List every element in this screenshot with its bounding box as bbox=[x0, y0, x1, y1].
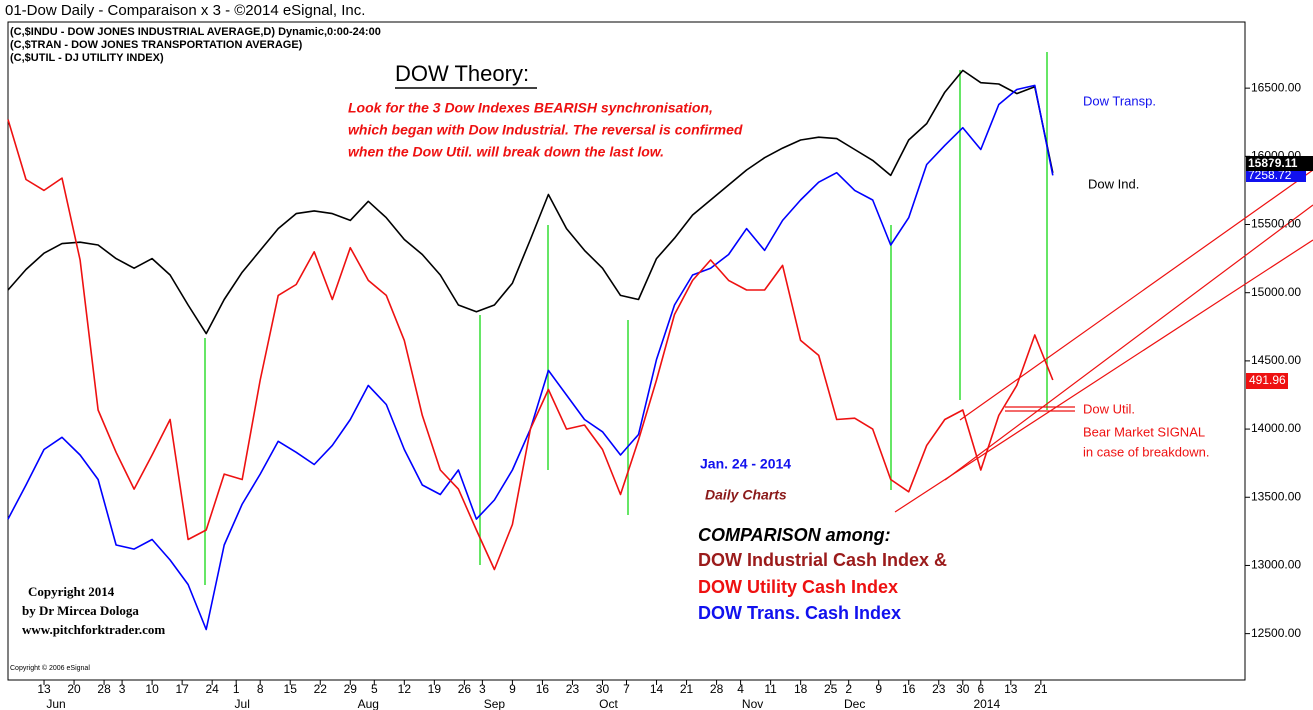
x-tick-label: 3 bbox=[479, 682, 486, 696]
note: DOW Industrial Cash Index & bbox=[698, 550, 947, 570]
y-tick-label: 14500.00 bbox=[1251, 353, 1301, 367]
price-label: 7258.72 bbox=[1248, 168, 1292, 182]
month-label: Nov bbox=[742, 697, 763, 710]
x-tick-label: 28 bbox=[710, 682, 724, 696]
x-tick-label: 10 bbox=[145, 682, 159, 696]
copyright: Copyright 2014 bbox=[28, 584, 115, 599]
y-tick-label: 15500.00 bbox=[1251, 217, 1301, 231]
x-tick-label: 21 bbox=[1034, 682, 1048, 696]
x-tick-label: 29 bbox=[344, 682, 358, 696]
x-tick-label: 9 bbox=[875, 682, 882, 696]
note: DOW Trans. Cash Index bbox=[698, 603, 901, 623]
note: Look for the 3 Dow Indexes BEARISH synch… bbox=[348, 100, 713, 116]
x-tick-label: 26 bbox=[458, 682, 472, 696]
note: which began with Dow Industrial. The rev… bbox=[348, 122, 743, 138]
price-box bbox=[1246, 156, 1313, 171]
copyright: by Dr Mircea Dologa bbox=[22, 603, 139, 618]
x-tick-label: 12 bbox=[398, 682, 412, 696]
y-tick-label: 13500.00 bbox=[1251, 489, 1301, 503]
month-label: Jun bbox=[46, 697, 65, 710]
x-tick-label: 17 bbox=[175, 682, 189, 696]
month-label: Oct bbox=[599, 697, 618, 710]
note: Daily Charts bbox=[705, 487, 787, 503]
x-tick-label: 9 bbox=[509, 682, 516, 696]
price-label: 491.96 bbox=[1249, 373, 1286, 387]
chart-title: 01-Dow Daily - Comparaison x 3 - ©2014 e… bbox=[5, 2, 365, 19]
month-label: Dec bbox=[844, 697, 865, 710]
x-tick-label: 14 bbox=[650, 682, 664, 696]
y-tick-label: 14000.00 bbox=[1251, 421, 1301, 435]
series-line bbox=[7, 119, 1054, 571]
price-box bbox=[1246, 168, 1306, 182]
note: DOW Utility Cash Index bbox=[698, 577, 898, 597]
series-label: Dow Ind. bbox=[1088, 176, 1139, 191]
x-tick-label: 18 bbox=[794, 682, 808, 696]
copyright: Copyright © 2006 eSignal bbox=[10, 664, 90, 672]
y-tick-label: 16500.00 bbox=[1251, 80, 1301, 94]
price-label: 15879.11 bbox=[1248, 156, 1298, 170]
copyright: www.pitchforktrader.com bbox=[22, 622, 165, 637]
x-tick-label: 13 bbox=[1004, 682, 1018, 696]
x-tick-label: 11 bbox=[764, 682, 777, 696]
series-line bbox=[7, 69, 1054, 335]
x-tick-label: 6 bbox=[977, 682, 984, 696]
x-tick-label: 7 bbox=[623, 682, 630, 696]
month-label: Sep bbox=[484, 697, 506, 710]
x-tick-label: 21 bbox=[680, 682, 694, 696]
x-tick-label: 1 bbox=[233, 682, 240, 696]
note: COMPARISON among: bbox=[698, 525, 891, 545]
y-tick-label: 12500.00 bbox=[1251, 626, 1301, 640]
y-tick-label: 15000.00 bbox=[1251, 285, 1301, 299]
x-tick-label: 19 bbox=[428, 682, 442, 696]
x-tick-label: 16 bbox=[902, 682, 916, 696]
legend-text: (C,$INDU - DOW JONES INDUSTRIAL AVERAGE,… bbox=[10, 26, 381, 38]
x-tick-label: 23 bbox=[932, 682, 946, 696]
note: Bear Market SIGNAL bbox=[1083, 424, 1205, 439]
month-label: Aug bbox=[358, 697, 379, 710]
x-tick-label: 8 bbox=[257, 682, 264, 696]
pitchfork-line bbox=[944, 204, 1313, 481]
price-box bbox=[1246, 373, 1288, 389]
x-tick-label: 23 bbox=[566, 682, 580, 696]
note: in case of breakdown. bbox=[1083, 444, 1209, 459]
legend-text: (C,$UTIL - DJ UTILITY INDEX) bbox=[10, 52, 164, 64]
x-tick-label: 22 bbox=[314, 682, 328, 696]
x-tick-label: 25 bbox=[824, 682, 838, 696]
x-tick-label: 16 bbox=[536, 682, 550, 696]
x-tick-label: 2 bbox=[845, 682, 852, 696]
signal-lines bbox=[204, 52, 1048, 585]
plot-frame bbox=[7, 21, 1246, 681]
x-tick-label: 24 bbox=[205, 682, 219, 696]
x-tick-label: 30 bbox=[596, 682, 610, 696]
x-tick-label: 28 bbox=[97, 682, 111, 696]
x-tick-label: 15 bbox=[284, 682, 298, 696]
y-tick-label: 16000.00 bbox=[1251, 148, 1301, 162]
x-tick-label: 13 bbox=[37, 682, 51, 696]
heading: DOW Theory: bbox=[395, 61, 529, 86]
note: when the Dow Util. will break down the l… bbox=[348, 144, 664, 160]
series-label: Dow Util. bbox=[1083, 401, 1135, 416]
x-tick-label: 5 bbox=[371, 682, 378, 696]
month-label: 2014 bbox=[973, 697, 1000, 710]
x-tick-label: 3 bbox=[119, 682, 126, 696]
note: Jan. 24 - 2014 bbox=[700, 456, 791, 472]
series-label: Dow Transp. bbox=[1083, 93, 1156, 108]
x-tick-label: 30 bbox=[956, 682, 970, 696]
x-tick-label: 4 bbox=[737, 682, 744, 696]
legend-text: (C,$TRAN - DOW JONES TRANSPORTATION AVER… bbox=[10, 39, 303, 51]
pitchfork-line bbox=[894, 239, 1313, 513]
y-tick-label: 13000.00 bbox=[1251, 558, 1301, 572]
month-label: Jul bbox=[235, 697, 250, 710]
x-tick-label: 20 bbox=[67, 682, 81, 696]
